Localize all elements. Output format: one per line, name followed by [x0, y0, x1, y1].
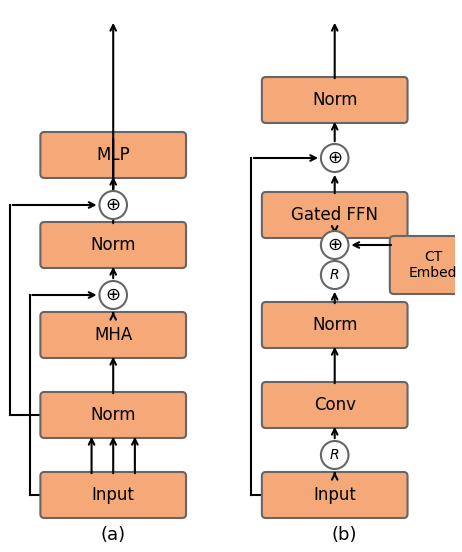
FancyBboxPatch shape	[40, 222, 186, 268]
FancyBboxPatch shape	[262, 382, 407, 428]
Text: $\oplus$: $\oplus$	[105, 196, 121, 214]
FancyBboxPatch shape	[40, 392, 186, 438]
Text: $\oplus$: $\oplus$	[327, 149, 342, 167]
Circle shape	[321, 441, 348, 469]
Text: MLP: MLP	[97, 146, 130, 164]
Text: Input: Input	[92, 486, 134, 504]
Text: R: R	[330, 268, 340, 282]
FancyBboxPatch shape	[390, 236, 462, 294]
Text: $\oplus$: $\oplus$	[327, 236, 342, 254]
Text: Norm: Norm	[312, 91, 358, 109]
Circle shape	[99, 191, 127, 219]
Text: R: R	[330, 448, 340, 462]
Text: (b): (b)	[332, 526, 357, 544]
Text: Input: Input	[313, 486, 356, 504]
Circle shape	[321, 144, 348, 172]
Text: CT
Embed: CT Embed	[409, 250, 457, 280]
FancyBboxPatch shape	[262, 192, 407, 238]
Circle shape	[321, 261, 348, 289]
Text: Norm: Norm	[91, 236, 136, 254]
FancyBboxPatch shape	[262, 77, 407, 123]
FancyBboxPatch shape	[40, 312, 186, 358]
FancyBboxPatch shape	[262, 472, 407, 518]
Circle shape	[321, 231, 348, 259]
Circle shape	[99, 281, 127, 309]
FancyBboxPatch shape	[262, 302, 407, 348]
FancyBboxPatch shape	[40, 132, 186, 178]
Text: (a): (a)	[101, 526, 126, 544]
Text: Norm: Norm	[91, 406, 136, 424]
Text: Gated FFN: Gated FFN	[291, 206, 378, 224]
Text: $\oplus$: $\oplus$	[105, 286, 121, 304]
Text: Norm: Norm	[312, 316, 358, 334]
Text: Conv: Conv	[314, 396, 356, 414]
FancyBboxPatch shape	[40, 472, 186, 518]
Text: MHA: MHA	[94, 326, 132, 344]
